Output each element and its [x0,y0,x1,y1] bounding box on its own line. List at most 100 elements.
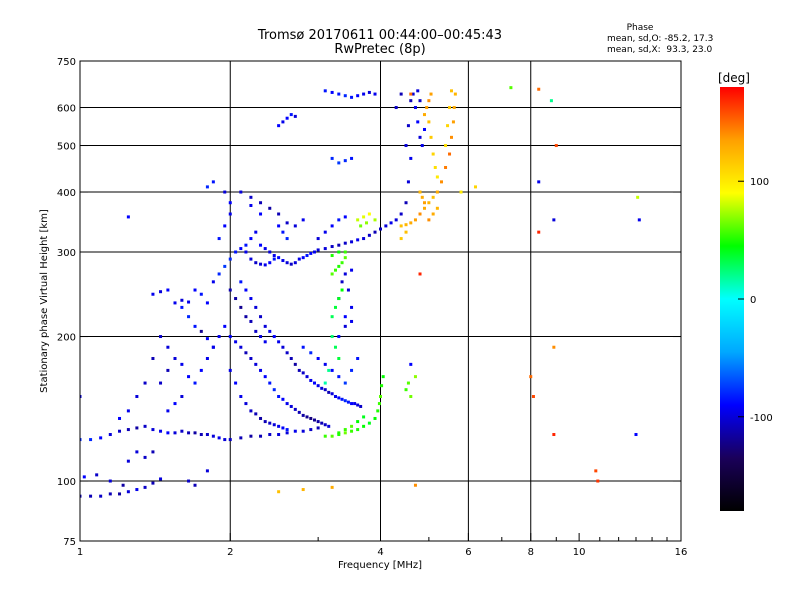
data-point-1-94 [263,263,267,267]
data-point-2-24 [343,256,347,260]
data-point-1-45 [316,426,320,430]
data-point-2-70 [431,152,435,156]
data-point-1-236 [281,426,285,430]
data-point-1-90 [244,250,248,254]
data-point-2-87 [554,144,558,148]
data-point-2-49 [427,201,431,205]
data-point-1-208 [263,375,267,379]
data-point-1-244 [350,268,354,272]
data-point-2-85 [473,185,477,189]
data-point-1-110 [337,243,341,247]
data-point-2-99 [636,195,640,199]
data-point-1-263 [337,161,341,165]
data-point-2-68 [427,120,431,124]
data-point-1-231 [259,416,263,420]
data-point-1-18 [108,433,112,437]
data-point-1-250 [293,114,297,118]
data-point-1-196 [244,315,248,319]
data-point-1-275 [211,345,215,349]
data-point-1-152 [249,237,253,241]
data-point-1-287 [323,362,327,366]
data-point-1-109 [330,245,334,249]
data-point-1-101 [293,261,297,265]
data-point-2-97 [330,485,334,489]
data-point-1-239 [350,305,354,309]
x-tick-label: 1 [77,547,83,558]
data-point-2-89 [552,345,556,349]
data-point-1-138 [316,237,320,241]
data-point-2-33 [333,345,337,349]
data-point-1-34 [223,438,227,442]
data-point-2-61 [446,124,450,128]
data-point-1-49 [126,459,130,463]
data-point-1-229 [249,409,253,413]
data-point-1-151 [254,230,258,234]
data-point-1-262 [330,156,334,160]
data-point-1-232 [263,420,267,424]
data-point-1-40 [277,433,281,437]
data-point-1-157 [272,254,276,258]
data-point-1-96 [272,257,276,261]
data-point-1-123 [406,180,410,184]
data-point-2-90 [529,375,533,379]
data-point-1-209 [268,381,272,385]
data-point-1-52 [180,395,184,399]
data-point-2-42 [359,224,363,228]
data-point-1-276 [80,395,82,399]
data-point-1-243 [343,272,347,276]
data-point-1-283 [350,368,354,372]
data-point-2-29 [333,305,337,309]
data-point-1-274 [205,337,209,341]
data-point-1-164 [254,305,258,309]
x-tick-label: 16 [675,547,688,558]
y-tick-label: 750 [57,57,76,68]
data-point-2-76 [427,218,431,222]
data-point-1-99 [285,261,289,265]
data-point-1-107 [316,248,320,252]
data-point-1-3 [99,494,103,498]
data-point-1-1 [80,494,82,498]
data-point-1-112 [350,240,354,244]
data-point-1-241 [340,280,344,284]
data-point-1-137 [394,106,398,110]
data-point-1-55 [173,356,177,360]
data-point-2-81 [406,381,410,385]
data-point-1-166 [263,324,267,328]
data-point-2-46 [413,218,417,222]
data-point-1-144 [293,224,297,228]
data-point-1-295 [634,433,638,437]
data-point-1-214 [289,404,293,408]
data-point-1-249 [289,113,293,117]
data-point-1-215 [293,407,297,411]
data-point-1-71 [173,301,177,305]
data-point-1-66 [151,356,155,360]
data-point-2-7 [362,424,366,428]
chart-title: Tromsø 20170611 00:44:00–00:45:43 [257,28,502,43]
data-point-2-84 [413,375,417,379]
data-point-2-72 [435,175,439,179]
data-point-1-111 [343,241,347,245]
data-point-1-30 [199,433,203,437]
data-point-1-182 [327,390,331,394]
data-point-1-224 [327,424,331,428]
data-point-1-258 [367,90,371,94]
data-point-2-100 [418,272,422,276]
data-point-1-132 [420,144,424,148]
data-point-2-53 [444,165,448,169]
data-point-2-79 [404,230,408,234]
data-point-1-115 [367,233,371,237]
data-point-1-221 [316,420,320,424]
data-point-1-121 [399,212,403,216]
data-point-2-47 [418,212,422,216]
data-point-1-104 [305,254,309,258]
data-point-1-67 [143,381,147,385]
data-point-1-38 [259,434,263,438]
stats-title: Phase [627,23,654,33]
data-point-1-105 [309,251,313,255]
y-tick-label: 300 [57,248,76,259]
data-point-1-280 [249,203,253,207]
data-point-1-118 [384,224,388,228]
data-point-1-270 [180,305,184,309]
data-point-1-230 [254,412,258,416]
